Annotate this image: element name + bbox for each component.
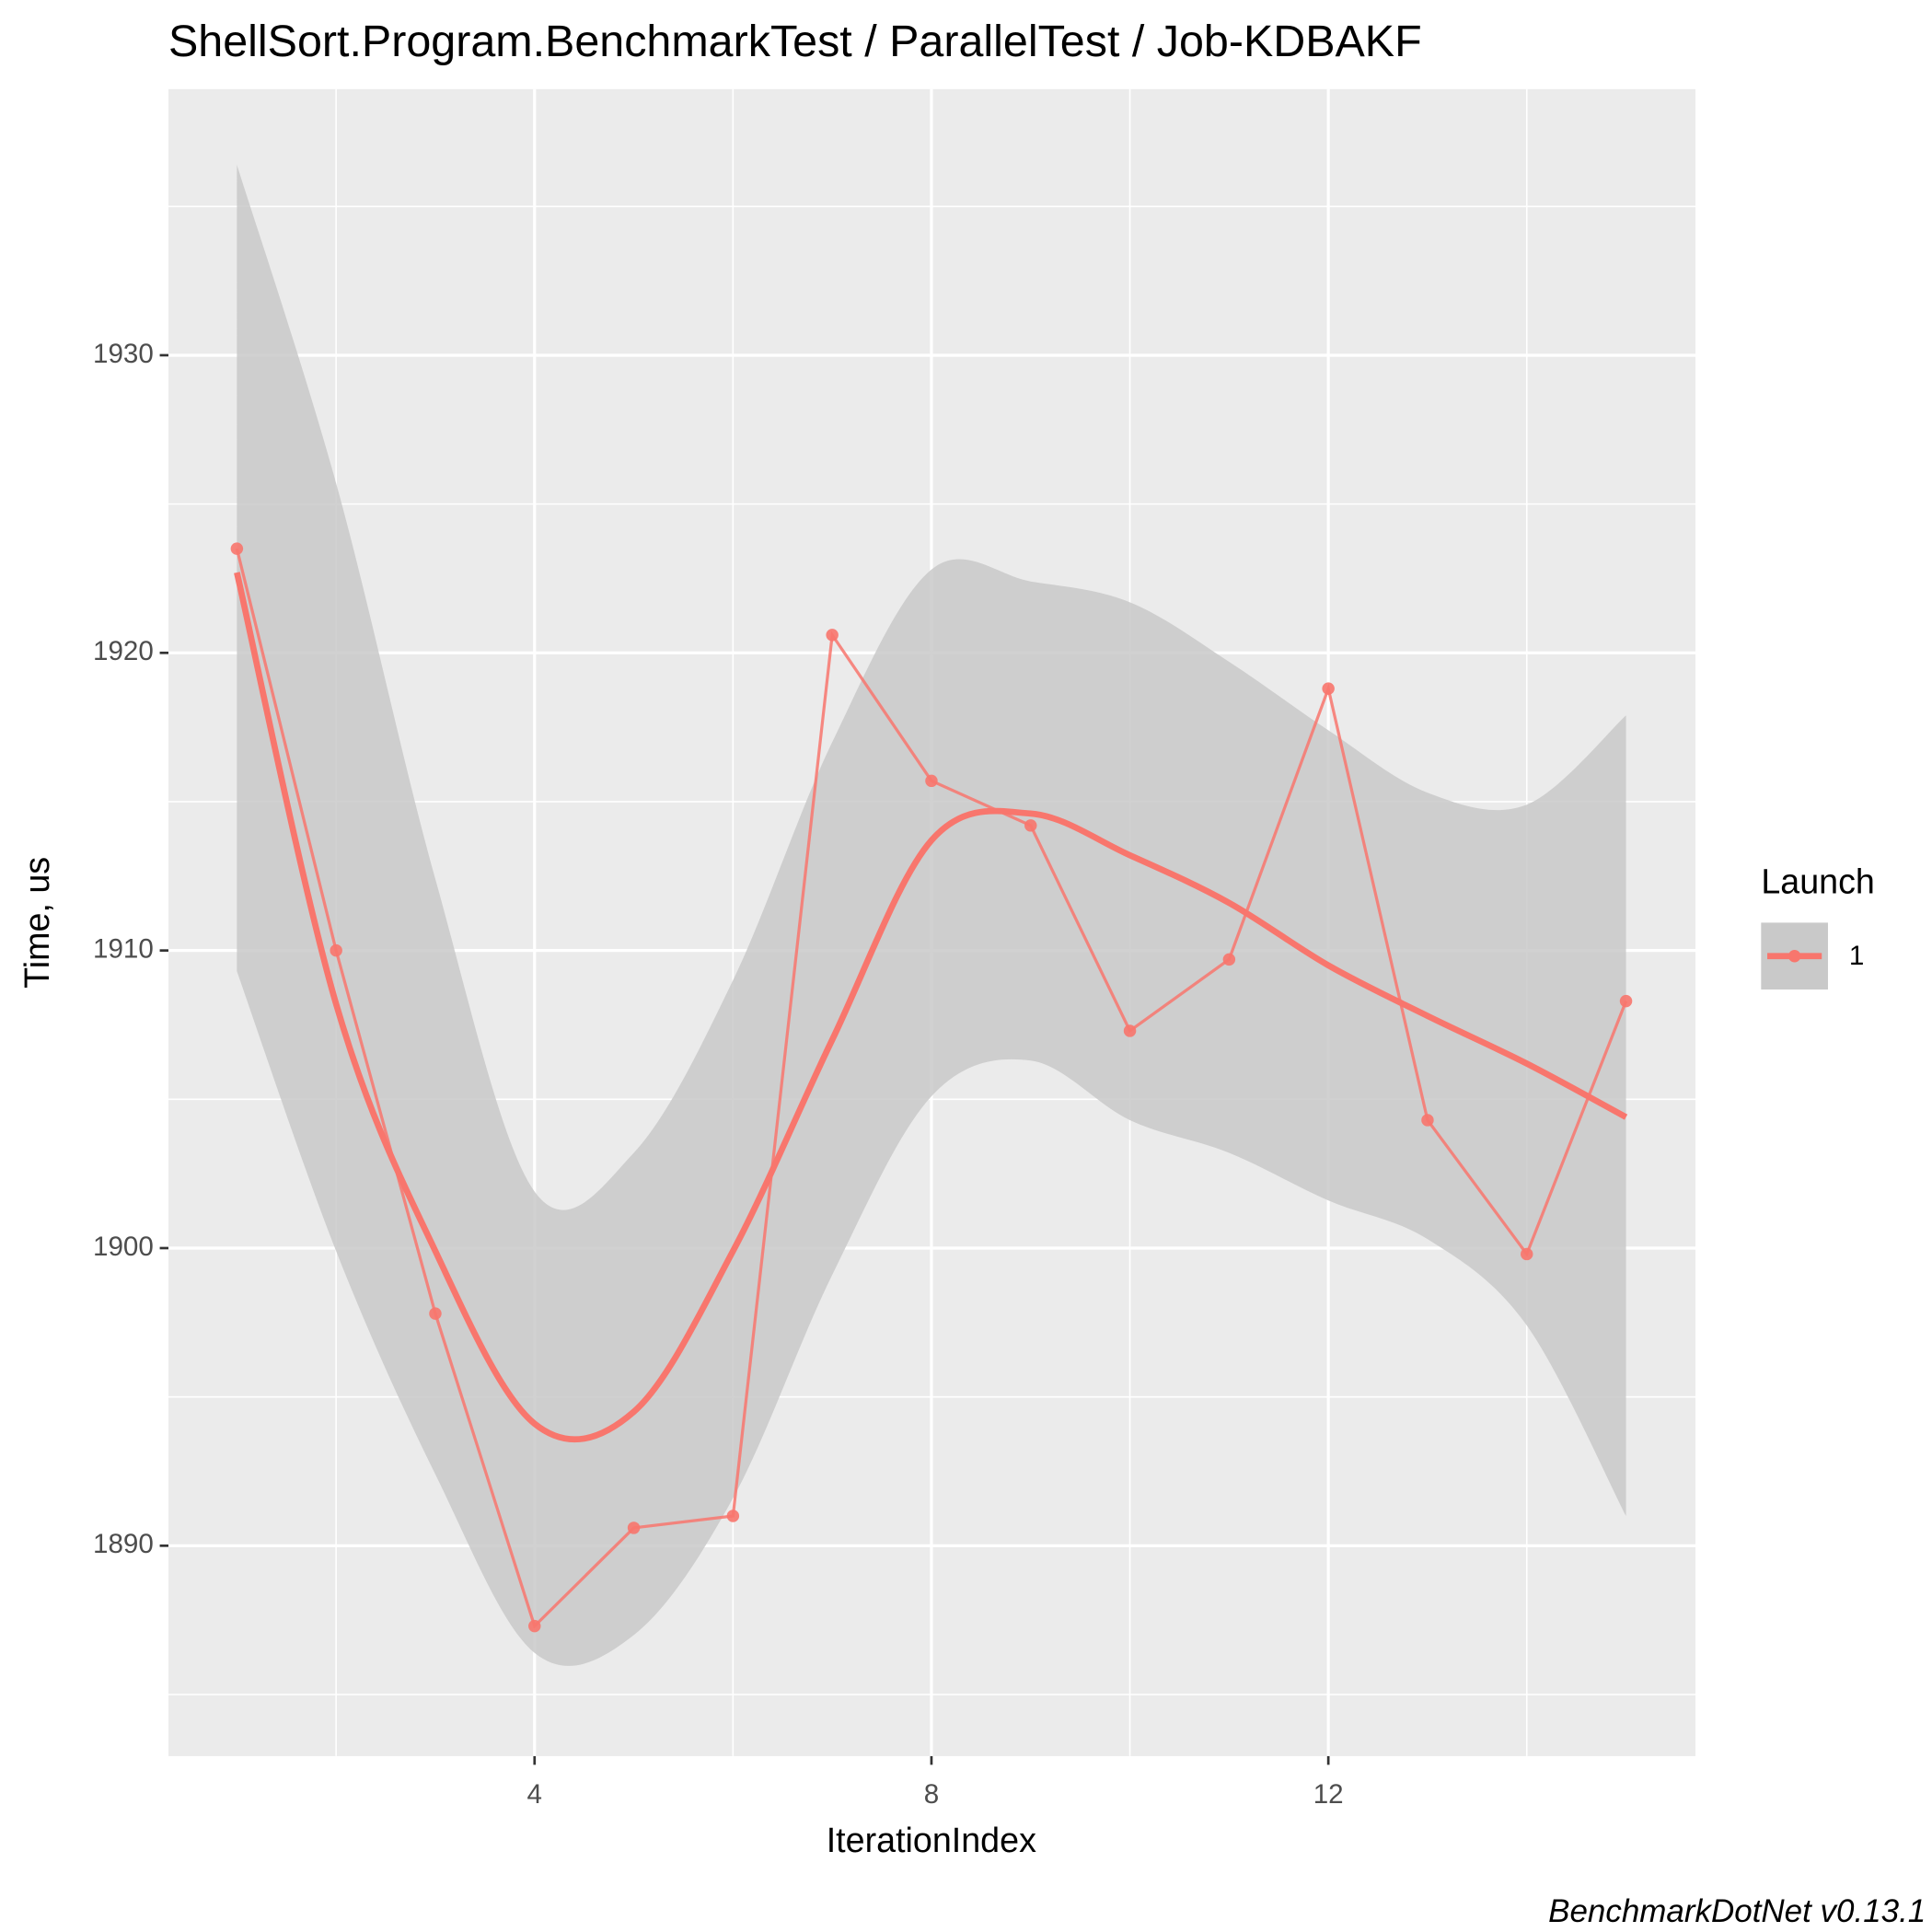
y-tick-label: 1920 <box>93 636 154 666</box>
chart-title: ShellSort.Program.BenchmarkTest / Parall… <box>168 17 1422 66</box>
point <box>1222 953 1236 966</box>
point <box>826 629 839 642</box>
caption: BenchmarkDotNet v0.13.1 <box>1548 1893 1926 1929</box>
smooth-line <box>234 572 1628 1443</box>
confidence-band <box>237 165 1626 1666</box>
y-tick-label: 1910 <box>93 933 154 964</box>
point <box>1521 1247 1533 1261</box>
x-tick-label: 4 <box>527 1779 542 1810</box>
point <box>1619 994 1633 1008</box>
point <box>230 542 244 555</box>
point <box>925 774 938 788</box>
point <box>429 1307 442 1320</box>
point <box>1322 682 1335 695</box>
x-tick-label: 8 <box>924 1779 939 1810</box>
legend-point <box>1787 950 1801 963</box>
y-tick-label: 1900 <box>93 1232 154 1262</box>
y-axis-label: Time, us <box>17 857 56 989</box>
point <box>1123 1024 1137 1037</box>
x-tick-label: 12 <box>1313 1779 1344 1810</box>
y-tick-label: 1930 <box>93 339 154 369</box>
point <box>726 1510 740 1522</box>
x-axis-label: IterationIndex <box>827 1821 1036 1859</box>
point <box>627 1521 641 1534</box>
point <box>1421 1114 1434 1127</box>
point <box>330 943 342 957</box>
y-tick-label: 1890 <box>93 1529 154 1559</box>
point <box>528 1619 541 1633</box>
point <box>1024 819 1037 832</box>
legend-title: Launch <box>1761 862 1875 901</box>
legend-label: 1 <box>1849 941 1864 971</box>
